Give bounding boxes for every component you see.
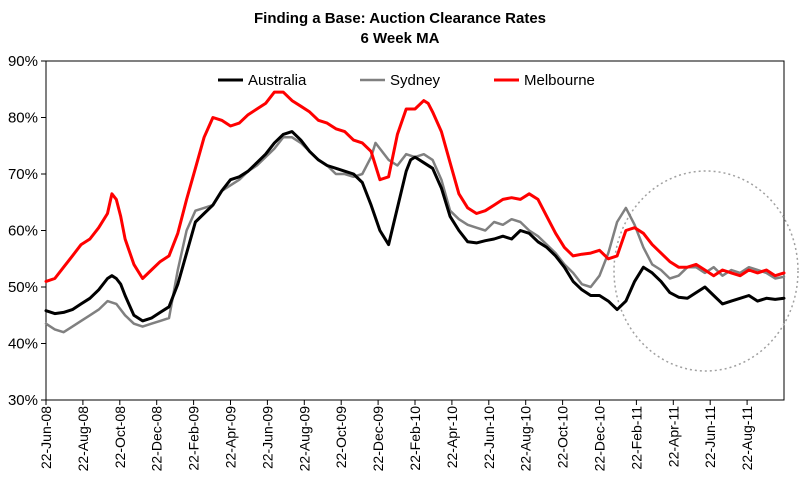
x-tick-label: 22-Aug-10 [518,406,534,472]
x-tick-label: 22-Apr-11 [665,406,681,467]
highlight-circle [613,170,799,372]
x-tick-label: 22-Aug-08 [75,406,91,472]
y-tick-label: 90% [8,53,38,70]
legend: Australia Sydney Melbourne [218,72,595,89]
legend-label-melbourne: Melbourne [524,72,595,89]
x-tick-label: 22-Oct-09 [333,406,349,468]
chart-title: Finding a Base: Auction Clearance Rates [254,10,546,27]
x-tick-label: 22-Dec-08 [149,406,165,472]
x-tick-label: 22-Aug-11 [739,406,755,471]
x-tick-label: 22-Jun-11 [702,406,718,468]
y-tick-label: 50% [8,279,38,296]
x-tick-label: 22-Apr-09 [223,406,239,468]
x-tick-label: 22-Apr-10 [444,406,460,468]
series-line-australia [44,130,786,323]
x-axis: 22-Jun-08 22-Aug-08 22-Oct-08 22-Dec-08 22-F… [38,400,755,471]
chart-subtitle: 6 Week MA [361,30,440,47]
x-tick-label: 22-Dec-10 [592,406,608,472]
legend-label-sydney: Sydney [390,72,441,89]
y-tick-label: 40% [8,336,38,353]
y-tick-label: 80% [8,110,38,127]
x-tick-label: 22-Dec-09 [370,406,386,472]
y-tick-label: 60% [8,223,38,240]
y-axis: 30% 40% 50% 60% 70% 80% 90% [8,53,46,409]
legend-label-australia: Australia [248,72,307,89]
plot-area [45,60,785,401]
x-tick-label: 22-Feb-09 [186,406,202,471]
series-layer [44,90,786,334]
x-tick-label: 22-Jun-10 [481,406,497,469]
x-tick-label: 22-Feb-11 [628,406,644,470]
series-line-sydney [44,136,786,334]
x-tick-label: 22-Feb-10 [407,406,423,471]
x-tick-label: 22-Jun-09 [259,406,275,469]
y-tick-label: 30% [8,392,38,409]
x-tick-label: 22-Jun-08 [38,406,54,469]
x-tick-label: 22-Aug-09 [296,406,312,472]
series-line-melbourne [44,90,786,283]
x-tick-label: 22-Oct-08 [112,406,128,468]
y-tick-label: 70% [8,166,38,183]
x-tick-label: 22-Oct-10 [555,406,571,468]
